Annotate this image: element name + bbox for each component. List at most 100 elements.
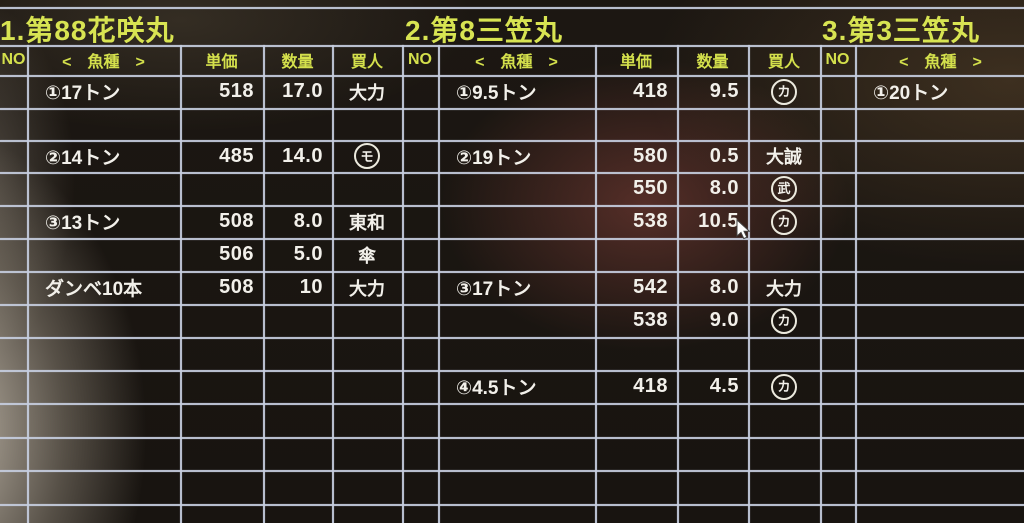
table-row: ③17トン 542 8.0 大力 bbox=[402, 271, 820, 304]
grid-line-horizontal bbox=[0, 172, 1024, 174]
header-species[interactable]: < 魚種 > bbox=[899, 54, 982, 71]
grid-line-horizontal bbox=[0, 337, 1024, 339]
cell-qty[interactable]: 8.0 bbox=[293, 210, 323, 232]
grid-line-horizontal bbox=[0, 7, 1024, 9]
cell-species[interactable]: ①17トン bbox=[45, 83, 121, 104]
table-title: 2.第8三笠丸 bbox=[405, 15, 563, 46]
cell-species[interactable]: ①20トン bbox=[873, 83, 949, 104]
grid-line-horizontal bbox=[0, 437, 1024, 439]
cell-price[interactable]: 542 bbox=[633, 276, 668, 298]
cell-buyer[interactable]: 大誠 bbox=[766, 147, 802, 167]
cell-buyer[interactable]: モ bbox=[332, 140, 402, 172]
header-buyer[interactable]: 買人 bbox=[767, 54, 800, 71]
grid-line-horizontal bbox=[0, 370, 1024, 372]
cell-qty[interactable]: 5.0 bbox=[293, 243, 323, 265]
cell-buyer[interactable]: 武 bbox=[748, 172, 820, 205]
cell-price[interactable]: 518 bbox=[219, 80, 254, 102]
cell-buyer[interactable]: 傘 bbox=[358, 245, 376, 266]
table-title: 3.第3三笠丸 bbox=[822, 15, 980, 46]
cell-qty[interactable]: 17.0 bbox=[282, 80, 323, 102]
header-qty[interactable]: 数量 bbox=[281, 54, 314, 71]
cell-species[interactable]: ③13トン bbox=[45, 213, 121, 234]
circled-buyer-mark: カ bbox=[771, 307, 797, 334]
grid-line-vertical bbox=[332, 45, 334, 523]
header-no[interactable]: NO bbox=[1, 51, 26, 68]
grid-line-vertical bbox=[263, 45, 265, 523]
grid-line-horizontal bbox=[0, 108, 1024, 110]
grid-line-horizontal bbox=[0, 45, 1024, 47]
cell-species[interactable]: ①9.5トン bbox=[456, 83, 537, 104]
cell-price[interactable]: 506 bbox=[219, 243, 254, 265]
cell-qty[interactable]: 0.5 bbox=[709, 144, 739, 167]
cell-price[interactable]: 580 bbox=[633, 144, 668, 167]
circled-buyer-mark: 武 bbox=[771, 175, 797, 202]
table-row: ①20トン bbox=[820, 75, 1024, 108]
cell-species[interactable]: ②19トン bbox=[456, 147, 532, 169]
grid-line-vertical bbox=[820, 45, 822, 523]
cell-buyer[interactable]: 大力 bbox=[349, 278, 385, 299]
header-price[interactable]: 単価 bbox=[619, 54, 652, 71]
grid-line-horizontal bbox=[0, 238, 1024, 240]
cell-buyer[interactable]: カ bbox=[748, 205, 820, 238]
cell-qty[interactable]: 4.5 bbox=[709, 375, 739, 397]
table-row: 538 9.0 カ bbox=[402, 304, 820, 337]
cell-price[interactable]: 550 bbox=[633, 177, 668, 199]
table-row: 506 5.0 傘 bbox=[0, 238, 402, 271]
grid-line-vertical bbox=[855, 45, 857, 523]
grid-line-vertical bbox=[595, 45, 597, 523]
header-species[interactable]: < 魚種 > bbox=[475, 54, 558, 71]
cell-species[interactable]: ④4.5トン bbox=[456, 378, 537, 399]
table-row: ①17トン 518 17.0 大力 bbox=[0, 75, 402, 108]
cell-buyer[interactable]: 大力 bbox=[349, 82, 385, 103]
cell-buyer[interactable]: カ bbox=[748, 75, 820, 108]
table-row: 538 10.5 カ bbox=[402, 205, 820, 238]
cell-buyer[interactable]: カ bbox=[748, 304, 820, 337]
table-row: ①9.5トン 418 9.5 カ bbox=[402, 75, 820, 108]
cell-species[interactable]: ダンベ10本 bbox=[45, 279, 143, 300]
cell-qty[interactable]: 9.0 bbox=[709, 309, 739, 331]
cell-price[interactable]: 508 bbox=[219, 210, 254, 232]
cell-qty[interactable]: 8.0 bbox=[709, 177, 739, 199]
cell-qty[interactable]: 10 bbox=[299, 276, 323, 298]
cell-price[interactable]: 418 bbox=[633, 80, 668, 102]
header-no[interactable]: NO bbox=[408, 51, 432, 68]
cell-price[interactable]: 538 bbox=[633, 210, 668, 232]
cell-buyer[interactable]: 東和 bbox=[349, 212, 385, 233]
table-row: ②14トン 485 14.0 モ bbox=[0, 140, 402, 172]
header-price[interactable]: 単価 bbox=[205, 54, 238, 71]
cell-price[interactable]: 418 bbox=[633, 375, 668, 397]
cell-buyer[interactable]: カ bbox=[748, 370, 820, 403]
table-row: 550 8.0 武 bbox=[402, 172, 820, 205]
grid-line-vertical bbox=[402, 45, 404, 523]
header-buyer[interactable]: 買人 bbox=[350, 54, 383, 71]
table-row: ダンベ10本 508 10 大力 bbox=[0, 271, 402, 304]
cell-species[interactable]: ②14トン bbox=[45, 147, 121, 169]
cell-buyer[interactable]: 大力 bbox=[766, 278, 802, 299]
cell-price[interactable]: 508 bbox=[219, 276, 254, 298]
grid-line-horizontal bbox=[0, 403, 1024, 405]
table-title: 1.第88花咲丸 bbox=[0, 15, 175, 46]
table-row: ②19トン 580 0.5 大誠 bbox=[402, 140, 820, 172]
cell-species[interactable]: ③17トン bbox=[456, 279, 532, 300]
grid-line-vertical bbox=[180, 45, 182, 523]
header-no[interactable]: NO bbox=[825, 51, 850, 68]
cell-price[interactable]: 485 bbox=[219, 144, 254, 167]
circled-buyer-mark: カ bbox=[771, 78, 797, 105]
cell-qty[interactable]: 9.5 bbox=[709, 80, 739, 102]
cell-qty[interactable]: 14.0 bbox=[282, 144, 323, 167]
grid-line-horizontal bbox=[0, 271, 1024, 273]
header-species[interactable]: < 魚種 > bbox=[62, 54, 145, 71]
grid-line-vertical bbox=[748, 45, 750, 523]
table-row: ④4.5トン 418 4.5 カ bbox=[402, 370, 820, 403]
grid-line-vertical bbox=[27, 45, 29, 523]
cell-qty[interactable]: 10.5 bbox=[698, 210, 739, 232]
grid-line-horizontal bbox=[0, 75, 1024, 77]
grid-line-horizontal bbox=[0, 470, 1024, 472]
grid-line-vertical bbox=[438, 45, 440, 523]
header-qty[interactable]: 数量 bbox=[696, 54, 729, 71]
circled-buyer-mark: カ bbox=[771, 373, 797, 400]
cell-qty[interactable]: 8.0 bbox=[709, 276, 739, 298]
grid-line-vertical bbox=[677, 45, 679, 523]
cell-price[interactable]: 538 bbox=[633, 309, 668, 331]
